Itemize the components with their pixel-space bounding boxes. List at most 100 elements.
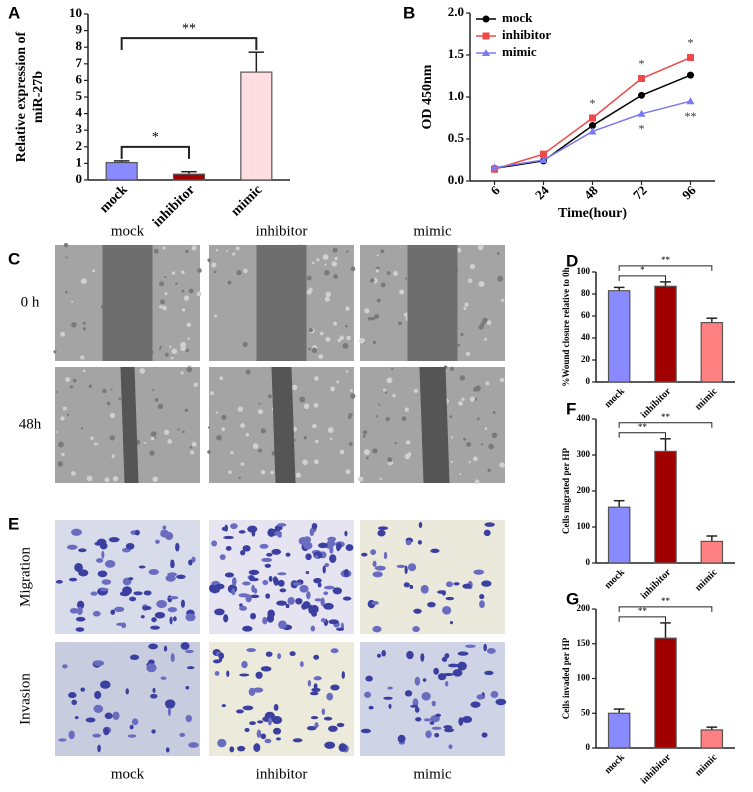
- cell-texture: [345, 370, 349, 373]
- cell-texture: [382, 388, 387, 392]
- stained-cell: [457, 661, 467, 671]
- panel-letter: G: [566, 589, 579, 608]
- stained-cell: [68, 692, 77, 699]
- stained-cell: [453, 582, 460, 586]
- stained-cell: [295, 597, 303, 605]
- stained-cell: [276, 737, 281, 741]
- stained-cell: [314, 554, 319, 559]
- stained-cell: [179, 732, 186, 738]
- stained-cell: [342, 596, 352, 601]
- cell-texture: [193, 382, 198, 387]
- cell-texture: [180, 371, 184, 375]
- cell-texture: [245, 369, 251, 375]
- stained-cell: [370, 549, 377, 556]
- stained-cell: [221, 526, 228, 531]
- stained-cell: [457, 651, 469, 656]
- cell-texture: [350, 393, 356, 399]
- y-tick-label: 5: [76, 88, 83, 103]
- point: [687, 54, 694, 62]
- stained-cell: [486, 647, 496, 654]
- cell-texture: [57, 461, 64, 467]
- cell-texture: [394, 441, 397, 445]
- y-tick-label: 0: [586, 376, 591, 386]
- y-tick-label: 1.5: [448, 46, 465, 61]
- stained-cell: [383, 551, 388, 560]
- stained-cell: [247, 525, 258, 533]
- significance-label: **: [661, 596, 671, 606]
- stained-cell: [410, 704, 419, 708]
- stained-cell: [437, 590, 446, 594]
- stained-cell: [299, 584, 309, 593]
- bar: [700, 322, 724, 383]
- stained-cell: [253, 743, 261, 752]
- cell-texture: [332, 247, 338, 253]
- cell-texture: [159, 281, 165, 287]
- cell-texture: [330, 386, 336, 392]
- y-tick-label: 200: [577, 485, 591, 495]
- stained-cell: [441, 656, 448, 662]
- cell-texture: [371, 316, 376, 321]
- significance-bracket: [120, 145, 190, 159]
- stained-cell: [131, 718, 139, 726]
- stained-cell: [292, 581, 302, 586]
- stained-cell: [249, 721, 256, 726]
- cell-texture: [72, 378, 77, 383]
- stained-cell: [437, 673, 447, 681]
- stained-cell: [212, 659, 221, 664]
- cell-texture: [312, 423, 317, 429]
- cell-texture: [459, 473, 462, 476]
- cell-texture: [358, 476, 364, 482]
- cell-texture: [62, 406, 67, 411]
- wound-gap: [102, 245, 153, 361]
- stained-cell: [309, 691, 319, 696]
- y-tick-label: 8: [76, 38, 83, 53]
- bar: [607, 712, 631, 749]
- stained-cell: [429, 721, 435, 725]
- cell-texture: [164, 352, 169, 357]
- stained-cell: [329, 554, 337, 563]
- stained-cell: [265, 593, 271, 599]
- y-tick-label: 1: [76, 154, 83, 169]
- cell-texture: [191, 245, 197, 251]
- cell-texture: [82, 321, 86, 325]
- bar: [654, 637, 677, 749]
- significance-label: *: [640, 265, 645, 275]
- cell-texture: [350, 266, 356, 272]
- stained-cell: [191, 556, 196, 563]
- stained-cell: [277, 653, 282, 660]
- cell-texture: [213, 270, 217, 274]
- stained-cell: [75, 616, 86, 622]
- stained-cell: [372, 560, 377, 568]
- wound-gap: [271, 367, 296, 483]
- cell-texture: [169, 345, 172, 349]
- cell-texture: [207, 450, 211, 454]
- stained-cell: [112, 711, 120, 720]
- panel-letter: C: [8, 249, 20, 268]
- cell-texture: [404, 277, 408, 280]
- cell-texture: [413, 388, 418, 394]
- cell-texture: [139, 368, 146, 374]
- panel-letter: A: [8, 3, 20, 22]
- y-axis-label: miR-27b: [31, 71, 46, 123]
- cell-texture: [380, 249, 385, 254]
- stained-cell: [104, 559, 116, 568]
- y-tick-label: 2: [76, 138, 83, 153]
- cell-texture: [372, 340, 376, 345]
- y-axis-label: Relative expression of: [14, 31, 29, 162]
- stained-cell: [93, 704, 104, 713]
- stained-cell: [101, 550, 105, 559]
- cell-texture: [374, 314, 380, 320]
- x-tick-label: inhibitor: [639, 752, 674, 787]
- stained-cell: [180, 599, 185, 608]
- stained-cell: [414, 706, 420, 713]
- x-tick-label: inhibitor: [150, 182, 198, 230]
- cell-texture: [324, 263, 327, 266]
- cell-texture: [458, 401, 463, 406]
- y-tick-label: 100: [577, 673, 591, 683]
- cell-texture: [270, 470, 274, 475]
- cell-texture: [501, 298, 505, 302]
- wound-gap: [407, 245, 458, 361]
- stained-cell: [231, 588, 236, 596]
- stained-cell: [461, 715, 473, 723]
- cell-texture: [71, 300, 74, 303]
